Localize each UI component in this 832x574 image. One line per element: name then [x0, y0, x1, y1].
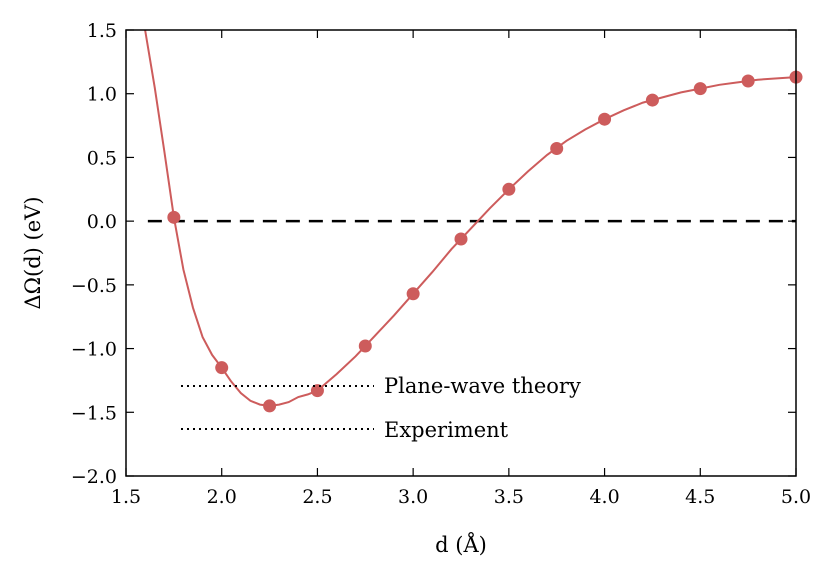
x-tick-label: 4.5: [685, 486, 715, 508]
fit-curve: [144, 29, 797, 407]
data-point: [645, 93, 659, 107]
data-point: [741, 74, 755, 88]
data-point: [263, 399, 277, 413]
legend-label-experiment: Experiment: [384, 418, 509, 442]
y-tick-label: −0.5: [71, 275, 117, 297]
data-point: [406, 287, 420, 301]
x-tick-label: 2.0: [207, 486, 237, 508]
data-point: [598, 112, 612, 126]
data-point: [358, 339, 372, 353]
curve-layer: [144, 29, 797, 407]
data-point: [550, 142, 564, 156]
y-tick-label: 1.0: [87, 84, 117, 106]
y-tick-label: 1.5: [87, 20, 117, 42]
y-tick-label: −2.0: [71, 466, 117, 488]
y-tick-label: 0.5: [87, 147, 117, 169]
data-point: [693, 82, 707, 96]
data-point: [167, 210, 181, 224]
plot-frame: [125, 29, 797, 477]
x-tick-label: 4.0: [589, 486, 619, 508]
points-layer: [167, 70, 803, 413]
x-tick-label: 3.0: [398, 486, 428, 508]
x-tick-label: 5.0: [781, 486, 811, 508]
x-tick-label: 1.5: [111, 486, 141, 508]
x-axis-title: d (Å): [435, 532, 487, 557]
legend: Plane-wave theory Experiment: [181, 374, 581, 442]
x-tick-label: 3.5: [494, 486, 524, 508]
y-tick-label: −1.0: [71, 339, 117, 361]
y-axis-title: ΔΩ(d) (eV): [21, 196, 45, 309]
data-point: [454, 232, 468, 246]
y-tick-label: 0.0: [87, 211, 117, 233]
data-point: [310, 384, 324, 398]
ticks: 1.5 2.0 2.5 3.0 3.5 4.0 4.5 5.0 1.5 1.0 0.5 0.0 −0.5…: [71, 20, 811, 508]
y-tick-label: −1.5: [71, 402, 117, 424]
data-point: [215, 361, 229, 375]
data-point: [502, 182, 516, 196]
plot-area: [126, 30, 796, 476]
x-tick-label: 2.5: [302, 486, 332, 508]
legend-label-plane-wave: Plane-wave theory: [384, 374, 581, 398]
